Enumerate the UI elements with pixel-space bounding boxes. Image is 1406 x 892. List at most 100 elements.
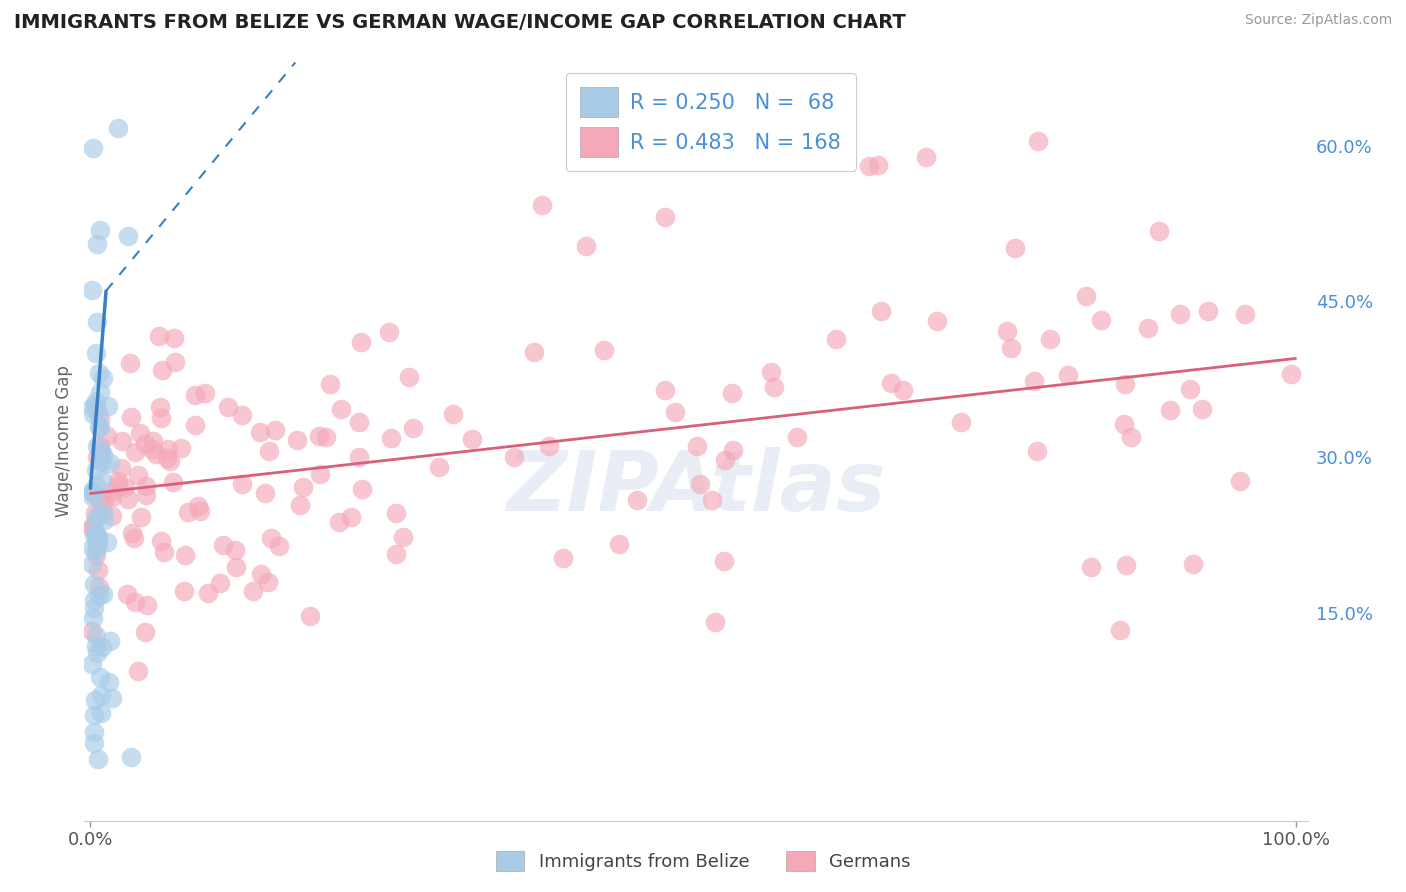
Point	[328, 516, 350, 530]
Point	[87, 563, 110, 577]
Point	[256, 574, 278, 589]
Point	[263, 423, 285, 437]
Point	[82, 484, 104, 499]
Point	[925, 314, 948, 328]
Point	[713, 554, 735, 568]
Point	[531, 198, 554, 212]
Point	[129, 425, 152, 440]
Point	[87, 531, 110, 545]
Point	[308, 429, 330, 443]
Point	[89, 419, 111, 434]
Point	[84, 639, 107, 653]
Text: IMMIGRANTS FROM BELIZE VS GERMAN WAGE/INCOME GAP CORRELATION CHART: IMMIGRANTS FROM BELIZE VS GERMAN WAGE/IN…	[14, 13, 905, 32]
Point	[352, 483, 374, 497]
Point	[184, 388, 207, 402]
Point	[347, 415, 370, 429]
Point	[291, 480, 314, 494]
Point	[762, 380, 785, 394]
Point	[83, 736, 105, 750]
Point	[121, 526, 143, 541]
Point	[1026, 134, 1049, 148]
Point	[188, 503, 211, 517]
Point	[224, 543, 246, 558]
Point	[87, 580, 110, 594]
Point	[84, 629, 107, 643]
Point	[686, 439, 709, 453]
Point	[115, 587, 138, 601]
Point	[110, 461, 132, 475]
Point	[80, 657, 103, 671]
Text: Source: ZipAtlas.com: Source: ZipAtlas.com	[1244, 13, 1392, 28]
Point	[82, 489, 104, 503]
Point	[1159, 403, 1181, 417]
Point	[148, 328, 170, 343]
Point	[89, 439, 111, 453]
Point	[100, 456, 122, 470]
Point	[83, 693, 105, 707]
Point	[100, 508, 122, 523]
Point	[1229, 474, 1251, 488]
Point	[90, 473, 112, 487]
Point	[142, 434, 165, 448]
Point	[318, 377, 340, 392]
Point	[231, 476, 253, 491]
Point	[91, 506, 114, 520]
Point	[156, 451, 179, 466]
Point	[101, 690, 124, 705]
Point	[915, 150, 938, 164]
Point	[96, 535, 118, 549]
Point	[347, 450, 370, 464]
Point	[288, 498, 311, 512]
Point	[84, 514, 107, 528]
Point	[80, 483, 103, 498]
Point	[86, 548, 108, 562]
Point	[1119, 430, 1142, 444]
Point	[89, 384, 111, 399]
Point	[89, 223, 111, 237]
Point	[721, 442, 744, 457]
Point	[1004, 241, 1026, 255]
Point	[82, 407, 104, 421]
Point	[1090, 313, 1112, 327]
Point	[97, 400, 120, 414]
Point	[211, 537, 233, 551]
Point	[209, 575, 232, 590]
Point	[249, 425, 271, 439]
Point	[84, 346, 107, 360]
Point	[134, 437, 156, 451]
Point	[83, 487, 105, 501]
Point	[287, 433, 309, 447]
Point	[82, 283, 104, 297]
Point	[187, 499, 209, 513]
Point	[1115, 558, 1137, 573]
Point	[159, 454, 181, 468]
Point	[225, 559, 247, 574]
Point	[461, 432, 484, 446]
Point	[91, 371, 114, 385]
Point	[1197, 303, 1219, 318]
Point	[242, 584, 264, 599]
Point	[80, 558, 103, 572]
Point	[89, 670, 111, 684]
Point	[84, 463, 107, 477]
Point	[702, 492, 724, 507]
Point	[339, 509, 361, 524]
Point	[120, 750, 142, 764]
Point	[716, 135, 738, 149]
Point	[257, 443, 280, 458]
Point	[90, 688, 112, 702]
Point	[253, 486, 276, 500]
Point	[157, 442, 180, 456]
Point	[89, 454, 111, 468]
Point	[90, 444, 112, 458]
Point	[86, 536, 108, 550]
Point	[80, 541, 103, 556]
Point	[380, 431, 402, 445]
Point	[84, 398, 107, 412]
Point	[131, 509, 153, 524]
Point	[1114, 376, 1136, 391]
Point	[866, 158, 889, 172]
Point	[309, 467, 332, 482]
Point	[153, 545, 176, 559]
Point	[114, 480, 136, 494]
